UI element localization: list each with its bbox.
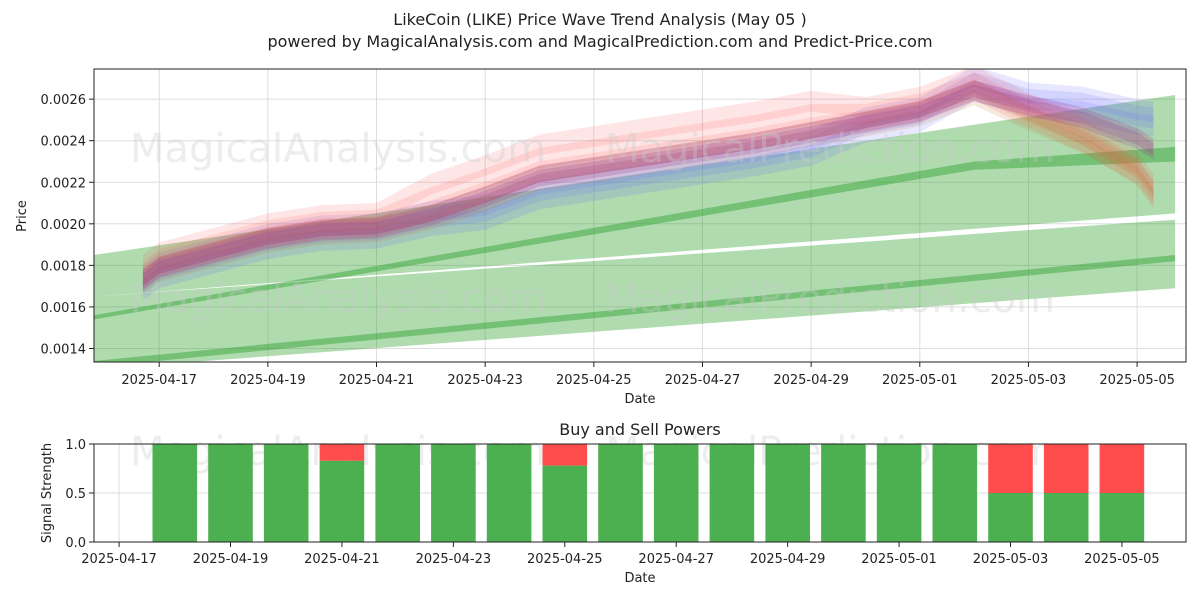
green-trend-band [94, 219, 1176, 362]
signal-x-tick-label: 2025-04-19 [193, 552, 269, 567]
price-x-tick-label: 2025-05-03 [991, 373, 1067, 388]
sell-bar [988, 444, 1033, 493]
signal-x-ticks: 2025-04-17 2025-04-19 2025-04-21 2025-04-23… [81, 542, 1160, 567]
signal-x-tick-label: 2025-04-17 [81, 552, 157, 567]
price-x-tick-label: 2025-04-19 [230, 373, 306, 388]
price-x-ticks: 2025-04-17 2025-04-19 2025-04-21 2025-04-23… [121, 362, 1175, 388]
signal-x-tick-label: 2025-04-21 [304, 552, 380, 567]
signal-chart-title: Buy and Sell Powers [559, 420, 721, 439]
price-plot-frame [93, 68, 1187, 363]
signal-x-tick-label: 2025-04-29 [750, 552, 826, 567]
price-y-tick-label: 0.0014 [41, 342, 87, 357]
price-x-axis-label: Date [624, 392, 655, 407]
green-trend-band [94, 95, 1176, 297]
signal-y-tick-label: 1.0 [65, 438, 86, 453]
signal-y-ticks: 0.0 0.5 1.0 [65, 438, 94, 551]
watermark-prediction-top: MagicalPrediction.com [605, 126, 1055, 172]
price-x-tick-label: 2025-04-17 [121, 373, 197, 388]
green-trend-band [94, 146, 1176, 320]
signal-y-tick-label: 0.0 [65, 536, 86, 551]
signal-x-tick-label: 2025-05-05 [1084, 552, 1160, 567]
buy-bar [431, 444, 476, 542]
buy-bar [1043, 493, 1089, 542]
price-x-tick-label: 2025-05-01 [882, 373, 958, 388]
signal-x-axis-label: Date [624, 571, 655, 586]
buy-bar [375, 444, 420, 542]
price-y-tick-label: 0.0024 [41, 135, 87, 150]
price-watermarks: MagicalAnalysis.com MagicalPrediction.co… [130, 126, 1055, 322]
buy-bar [876, 444, 922, 542]
chart-title: LikeCoin (LIKE) Price Wave Trend Analysi… [393, 10, 806, 29]
price-x-tick-label: 2025-04-23 [447, 373, 523, 388]
buy-bar [653, 444, 699, 542]
sell-bar [542, 444, 588, 466]
buy-bar [319, 460, 365, 542]
buy-bar [821, 444, 866, 542]
price-wave-band [142, 69, 1154, 287]
price-x-tick-label: 2025-04-25 [556, 373, 632, 388]
price-grid [94, 69, 1186, 362]
signal-y-tick-label: 0.5 [65, 487, 86, 502]
watermark-analysis-top: MagicalAnalysis.com [130, 126, 546, 172]
signal-bars [152, 444, 1145, 542]
buy-bar [486, 444, 532, 542]
signal-x-tick-label: 2025-04-23 [416, 552, 492, 567]
price-y-tick-label: 0.0026 [41, 93, 87, 108]
price-y-axis-label: Price [15, 200, 30, 232]
buy-bar [932, 444, 978, 542]
buy-bar [152, 444, 198, 542]
buy-bar [1099, 493, 1145, 542]
buy-bar [208, 444, 253, 542]
price-y-tick-label: 0.0018 [41, 259, 87, 274]
sell-bar [1043, 444, 1089, 493]
price-x-tick-label: 2025-04-21 [339, 373, 415, 388]
signal-x-tick-label: 2025-05-03 [973, 552, 1049, 567]
price-x-tick-label: 2025-04-27 [665, 373, 741, 388]
price-chart: MagicalAnalysis.com MagicalPrediction.co… [15, 68, 1187, 407]
buy-bar [988, 493, 1033, 542]
signal-x-tick-label: 2025-04-25 [527, 552, 603, 567]
price-wave-band [142, 72, 1154, 293]
buy-bar [709, 444, 755, 542]
price-y-tick-label: 0.0016 [41, 301, 87, 316]
price-y-tick-label: 0.0022 [41, 176, 87, 191]
watermark-prediction-mid: MagicalPrediction.com [605, 276, 1055, 322]
price-wave-band [142, 80, 1154, 287]
price-x-tick-label: 2025-04-29 [773, 373, 849, 388]
sell-bar [319, 444, 365, 461]
buy-bar [542, 465, 588, 542]
price-bands [94, 69, 1176, 362]
buy-bar [765, 444, 810, 542]
watermark-analysis-mid: MagicalAnalysis.com [130, 276, 546, 322]
green-trend-band [94, 255, 1176, 362]
signal-x-tick-label: 2025-04-27 [638, 552, 714, 567]
buy-bar [263, 444, 309, 542]
signal-x-tick-label: 2025-05-01 [861, 552, 937, 567]
price-x-tick-label: 2025-05-05 [1099, 373, 1175, 388]
buy-bar [598, 444, 643, 542]
chart-subtitle: powered by MagicalAnalysis.com and Magic… [267, 32, 932, 51]
sell-bar [1099, 444, 1145, 493]
signal-chart: Buy and Sell Powers MagicalAnalysis.com … [40, 420, 1187, 586]
price-wave-band [142, 80, 1154, 301]
price-y-ticks: 0.0014 0.0016 0.0018 0.0020 0.0022 0.0024 0.00… [41, 93, 94, 357]
price-wave-band [142, 84, 1154, 291]
price-y-tick-label: 0.0020 [41, 218, 87, 233]
signal-y-axis-label: Signal Strength [40, 443, 55, 543]
